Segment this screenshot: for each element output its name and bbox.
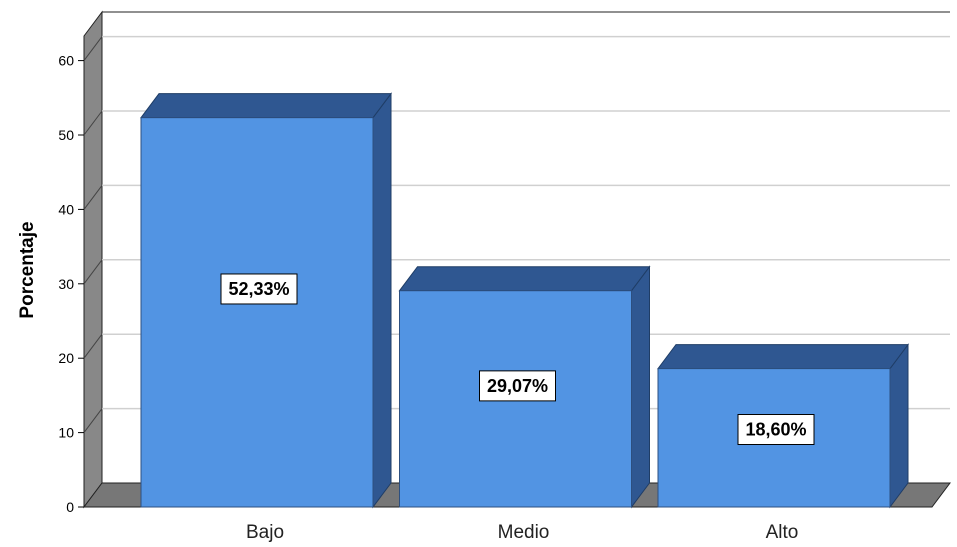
y-axis-title: Porcentaje: [17, 221, 38, 318]
left-wall: [83, 10, 103, 509]
data-label-box: [220, 273, 298, 305]
data-label: 52,33%: [228, 279, 289, 299]
x-axis-labels: Bajo Medio Alto: [246, 522, 798, 543]
y-tick-label: 60: [58, 53, 74, 69]
bar-top: [398, 266, 651, 292]
y-tick-label: 10: [58, 425, 74, 441]
y-axis-ticks: 0 10 20 30 40 50 60: [58, 53, 84, 515]
data-label-box: [737, 414, 815, 446]
x-tick-label: Bajo: [246, 522, 284, 543]
x-tick-label: Medio: [498, 522, 550, 543]
side-gridline: [83, 36, 103, 61]
y-tick-label: 50: [58, 127, 74, 143]
y-tick-label: 30: [58, 276, 74, 292]
bar-side: [631, 265, 650, 509]
data-label: 18,60%: [745, 420, 806, 440]
data-label-box: [479, 370, 556, 402]
bar-top: [140, 93, 392, 119]
bar-side: [372, 92, 392, 509]
bar-side: [889, 343, 909, 509]
y-tick-label: 40: [58, 201, 74, 217]
y-tick-label: 20: [58, 350, 74, 366]
side-gridline: [83, 185, 103, 210]
side-gridline: [83, 408, 103, 433]
bar: [140, 117, 374, 508]
side-gridline: [83, 259, 103, 285]
bar-top: [657, 344, 909, 370]
data-label: 29,07%: [487, 376, 548, 396]
side-gridline: [83, 333, 103, 359]
bars: 52,33% 29,07% 18,60%: [140, 92, 909, 509]
x-tick-label: Alto: [766, 522, 799, 543]
side-gridline: [83, 110, 103, 136]
y-tick-label: 0: [66, 499, 74, 515]
